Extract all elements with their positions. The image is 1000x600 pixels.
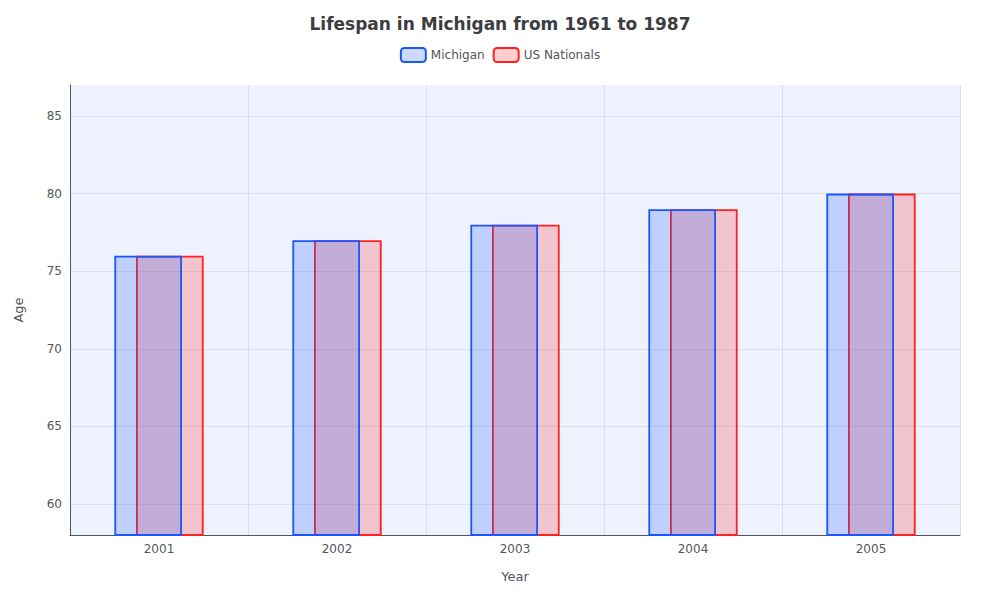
svg-text:2003: 2003	[500, 542, 531, 556]
svg-text:65: 65	[47, 419, 62, 433]
svg-text:2004: 2004	[678, 542, 709, 556]
svg-text:60: 60	[47, 497, 62, 511]
svg-text:80: 80	[47, 187, 62, 201]
svg-text:Year: Year	[500, 569, 529, 584]
svg-text:2002: 2002	[322, 542, 353, 556]
svg-text:Lifespan in Michigan from 1961: Lifespan in Michigan from 1961 to 1987	[310, 14, 691, 34]
svg-text:Michigan: Michigan	[431, 48, 485, 62]
svg-text:Age: Age	[11, 297, 26, 322]
svg-text:85: 85	[47, 109, 62, 123]
svg-text:US Nationals: US Nationals	[524, 48, 600, 62]
svg-text:2005: 2005	[856, 542, 887, 556]
svg-text:75: 75	[47, 264, 62, 278]
svg-text:2001: 2001	[144, 542, 175, 556]
svg-text:70: 70	[47, 342, 62, 356]
